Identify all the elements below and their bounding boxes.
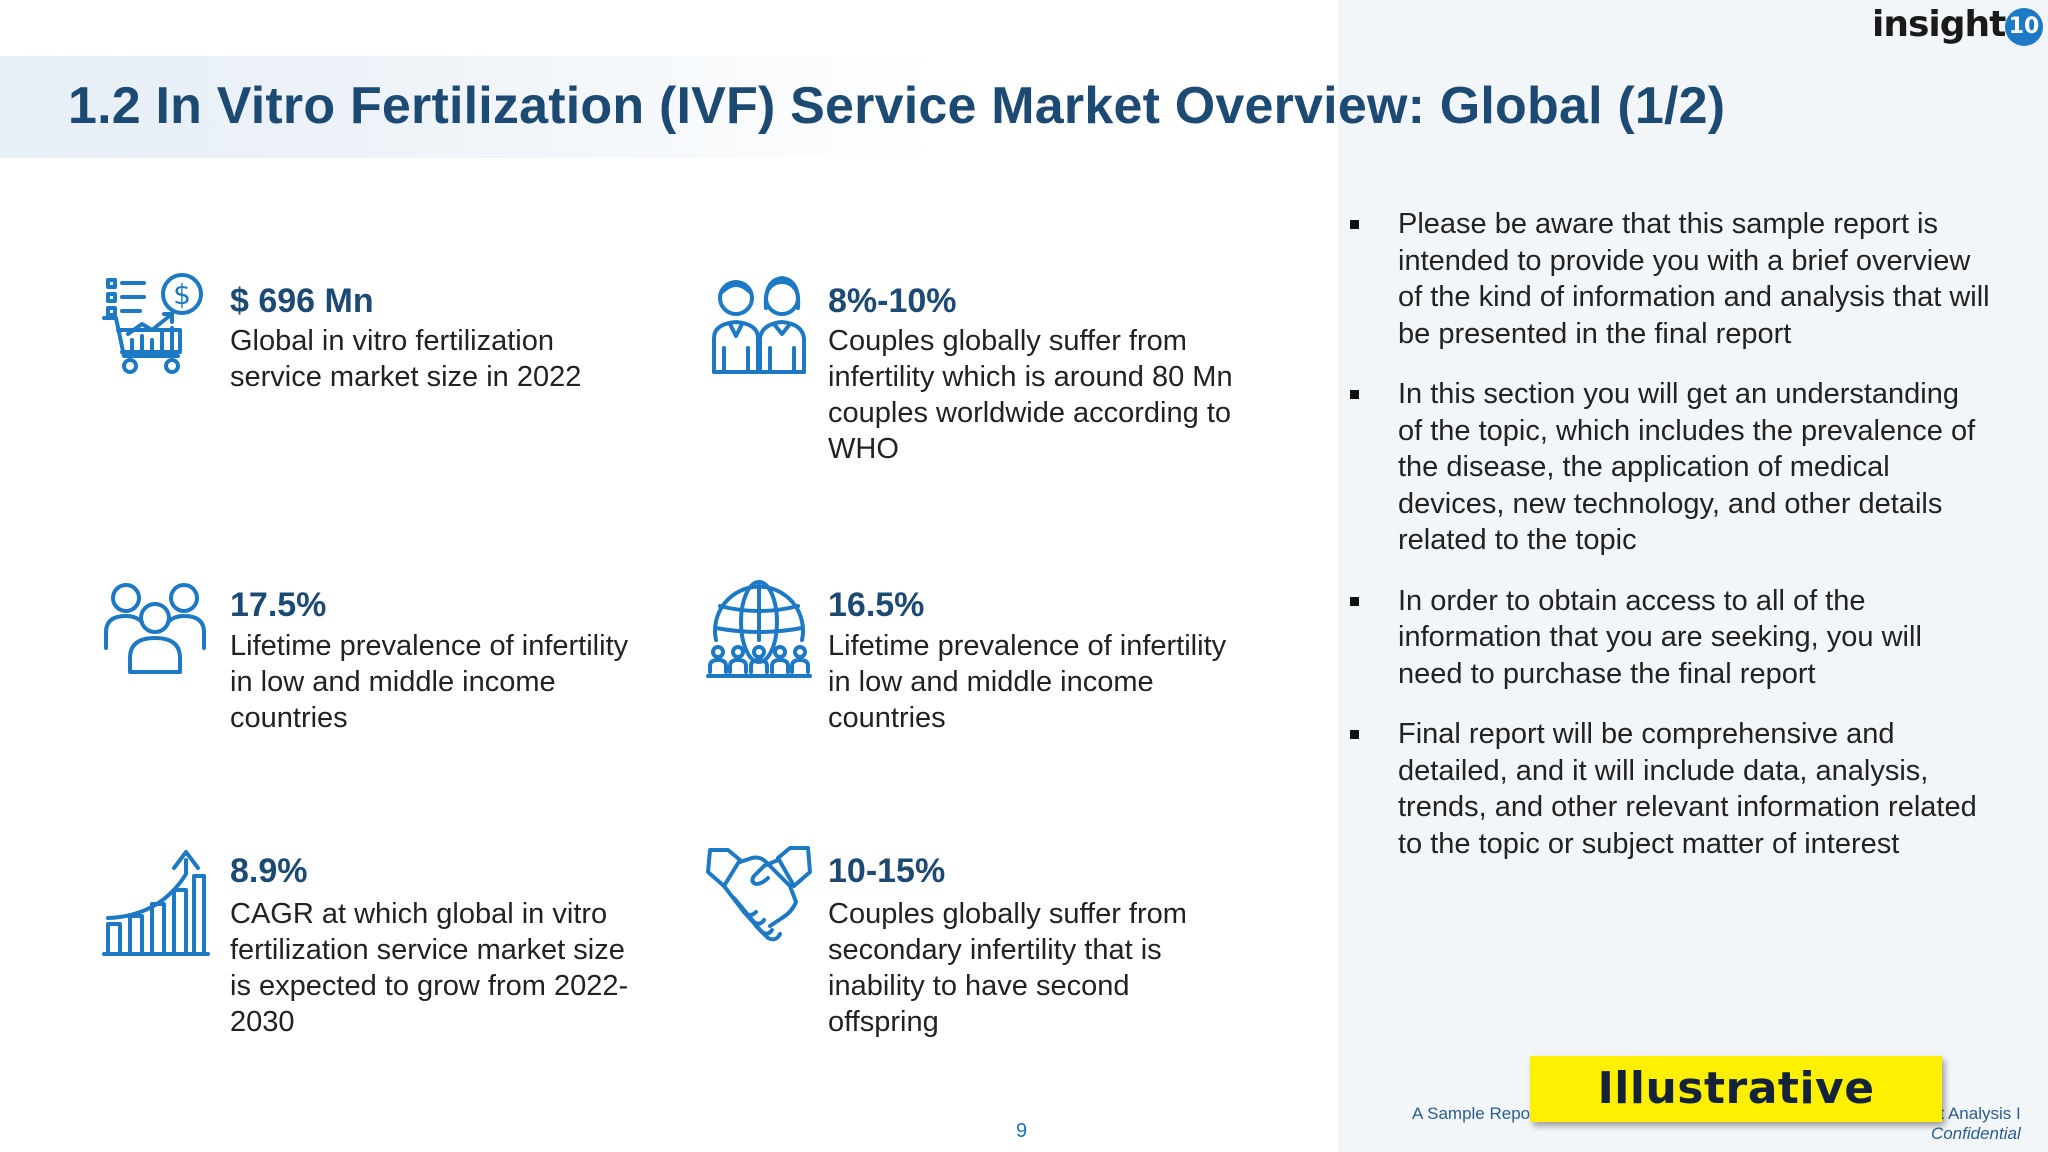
illustrative-stamp: Illustrative: [1530, 1056, 1942, 1122]
footer-analysis-text: et Analysis I: [1930, 1104, 2021, 1123]
footer-text-right: et Analysis I Confidential: [1930, 1104, 2021, 1144]
logo-text: insights: [1872, 4, 2027, 45]
bullet-square-icon: [1350, 220, 1359, 229]
brand-logo: insights 10: [1872, 2, 2046, 50]
handshake-icon: [704, 846, 814, 956]
page-number: 9: [1016, 1120, 1028, 1142]
stat-description: Couples globally suffer from secondary i…: [828, 898, 1187, 1038]
stat-description: Lifetime prevalence of infertility in lo…: [828, 630, 1227, 734]
bullet-square-icon: [1350, 596, 1359, 606]
list-item: Please be aware that this sample report …: [1350, 206, 1990, 352]
bullet-square-icon: [1350, 730, 1359, 739]
stat-value: 16.5%: [828, 586, 925, 624]
list-item: Final report will be comprehensive and d…: [1350, 716, 1990, 862]
stat-value: 8.9%: [230, 852, 308, 890]
stat-value: 8%-10%: [828, 282, 957, 320]
stat-description: Lifetime prevalence of infertility in lo…: [230, 630, 629, 734]
couple-icon: [704, 268, 814, 378]
footer-text-left: A Sample Repo: [1412, 1104, 1531, 1123]
list-item-text: In this section you will get an understa…: [1398, 378, 1976, 556]
page-title: 1.2 In Vitro Fertilization (IVF) Service…: [68, 77, 1726, 135]
side-panel: [1338, 0, 2048, 1152]
list-item: In this section you will get an understa…: [1350, 376, 1990, 559]
title-band: [0, 56, 1338, 158]
logo-badge: 10: [2005, 8, 2043, 46]
globe-population-icon: [704, 576, 814, 686]
list-item-text: Final report will be comprehensive and d…: [1398, 718, 1977, 860]
list-item-text: Please be aware that this sample report …: [1398, 208, 1990, 350]
bullet-square-icon: [1350, 390, 1359, 399]
growth-chart-icon: [100, 846, 210, 956]
stat-value: 17.5%: [230, 586, 327, 624]
notes-list: Please be aware that this sample report …: [1350, 206, 1990, 886]
stat-value: $ 696 Mn: [230, 282, 374, 320]
confidential-label: Confidential: [1930, 1124, 2021, 1143]
svg-text:$: $: [173, 278, 191, 311]
stat-value: 10-15%: [828, 852, 946, 890]
market-cart-chart-icon: $: [100, 268, 210, 378]
list-item: In order to obtain access to all of the …: [1350, 583, 1990, 693]
people-group-icon: [100, 576, 210, 686]
list-item-text: In order to obtain access to all of the …: [1398, 584, 1922, 690]
stat-description: Couples globally suffer from infertility…: [828, 325, 1233, 465]
stat-description: CAGR at which global in vitro fertilizat…: [230, 898, 629, 1038]
stat-description: Global in vitro fertilization service ma…: [230, 325, 582, 393]
